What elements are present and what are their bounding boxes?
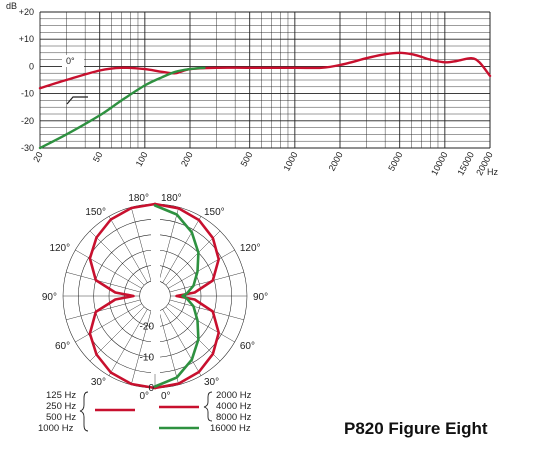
polar-lobe-green-right [153, 204, 200, 388]
polar-spoke [168, 303, 235, 343]
polar-spoke [168, 249, 235, 289]
y-tick-label: +20 [19, 7, 34, 17]
polar-spoke [130, 207, 152, 282]
polar-angle-label: 120° [49, 243, 70, 254]
angle-annotation: 0° [66, 56, 75, 66]
polar-spoke [75, 249, 142, 289]
polar-spoke [165, 306, 221, 362]
response-line-green [38, 66, 206, 150]
x-tick-label: 15000 [455, 150, 476, 177]
legend-entry: 250 Hz [46, 401, 76, 412]
y-tick-label: -20 [21, 116, 34, 126]
polar-spoke [108, 309, 148, 376]
polar-radial-label: -20 [140, 322, 155, 333]
y-tick-label: +10 [19, 34, 34, 44]
polar-angle-label: 0° [161, 391, 171, 402]
x-tick-label: 10000 [429, 150, 450, 177]
legend-brace-left [79, 391, 89, 432]
polar-spoke [130, 310, 152, 385]
frequency-grid [39, 11, 491, 149]
legend-entry: 500 Hz [46, 412, 76, 423]
polar-angle-label: 150° [85, 207, 106, 218]
x-tick-label: 50 [91, 150, 105, 164]
legend-entry: 2000 Hz [216, 390, 252, 401]
polar-angle-label: 0° [139, 391, 149, 402]
polar-angle-label: 120° [240, 243, 261, 254]
x-tick-label: 2000 [327, 150, 345, 172]
polar-spoke [158, 310, 180, 385]
polar-angle-label: 150° [204, 207, 225, 218]
y-tick-labels: +20 +10 0 -10 -20 -30 [19, 7, 34, 153]
polar-spoke [108, 216, 148, 283]
response-line-red [38, 51, 492, 90]
polar-spoke [169, 299, 244, 321]
polar-angle-label: 60° [240, 341, 255, 352]
legend-brace-right [203, 391, 213, 422]
polar-angle-label: 60° [55, 341, 70, 352]
polar-angle-label: 180° [161, 193, 182, 204]
y-axis-unit: dB [6, 1, 17, 11]
polar-angle-label: 90° [253, 292, 268, 303]
x-tick-label: 200 [179, 150, 195, 168]
y-tick-label: 0 [29, 61, 34, 71]
y-tick-label: -10 [21, 89, 34, 99]
x-tick-label: 100 [134, 150, 150, 168]
product-title: P820 Figure Eight [344, 419, 488, 438]
polar-lobe-red-left [88, 202, 157, 390]
polar-spoke [162, 309, 202, 376]
polar-spoke [66, 299, 141, 321]
polar-center-gap [151, 206, 160, 374]
frequency-response-chart: +20 +10 0 -10 -20 -30 20 50 100 200 500 1000 2000 50… [6, 1, 498, 177]
polar-spoke [165, 230, 221, 286]
polar-angle-label: 30° [204, 377, 219, 388]
polar-radial-label: -10 [140, 352, 155, 363]
low-cut-filter-icon [66, 96, 88, 105]
polar-spoke [162, 216, 202, 283]
polar-spoke [89, 306, 145, 362]
legend-entry: 16000 Hz [210, 423, 251, 434]
x-tick-label: 5000 [386, 150, 404, 172]
polar-spoke [158, 207, 180, 282]
x-tick-label: 1000 [281, 150, 299, 172]
x-axis-unit: Hz [487, 167, 498, 177]
polar-pattern-chart: 180° 180° 150° 150° 120° 120° 90° 90° 60° 60° 30° 3… [42, 193, 268, 402]
legend-entry: 1000 Hz [38, 423, 74, 434]
polar-spoke [75, 303, 142, 343]
x-tick-label: 20 [31, 150, 45, 164]
y-tick-label: -30 [21, 143, 34, 153]
legend-entry: 4000 Hz [216, 401, 252, 412]
polar-angle-label: 180° [128, 193, 149, 204]
polar-lobe-red-right [153, 202, 220, 390]
frequency-series [38, 51, 492, 150]
polar-angle-labels: 180° 180° 150° 150° 120° 120° 90° 90° 60° 60° 30° 3… [42, 193, 268, 402]
angle-annotation-bg [62, 55, 84, 67]
legend-group-right: 2000 Hz 4000 Hz 8000 Hz 16000 Hz [159, 390, 252, 434]
legend-entry: 8000 Hz [216, 412, 252, 423]
legend-entry: 125 Hz [46, 390, 76, 401]
polar-angle-label: 90° [42, 292, 57, 303]
polar-radial-labels: -20 -10 0 [140, 322, 155, 394]
polar-series [88, 202, 220, 390]
polar-spoke [89, 230, 145, 286]
polar-angle-label: 30° [91, 377, 106, 388]
polar-legend: 125 Hz 250 Hz 500 Hz 1000 Hz 2000 Hz 400… [38, 390, 252, 434]
polar-spoke [169, 271, 244, 293]
polar-radial-label: 0 [148, 383, 154, 394]
legend-group-left: 125 Hz 250 Hz 500 Hz 1000 Hz [38, 390, 135, 434]
polar-spoke [66, 271, 141, 293]
x-tick-label: 500 [239, 150, 255, 168]
